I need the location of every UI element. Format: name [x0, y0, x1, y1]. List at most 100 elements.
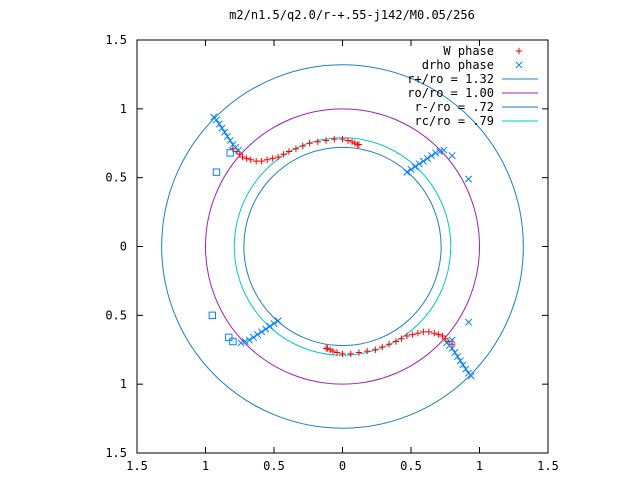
point-s1-37 — [254, 331, 262, 339]
chart-title: m2/n1.5/q2.0/r-+.55-j142/M0.05/256 — [229, 8, 475, 22]
point-s0-18 — [331, 135, 338, 143]
point-s1-21 — [464, 175, 473, 183]
point-s0-19 — [339, 135, 346, 143]
point-s1-34 — [266, 322, 274, 330]
point-s1-17 — [432, 149, 440, 157]
point-s0-31 — [425, 328, 433, 336]
point-s1-23 — [464, 369, 473, 377]
point-s0-42 — [355, 349, 363, 356]
point-s0-38 — [385, 341, 393, 348]
y-tick-label: 0.5 — [105, 308, 127, 322]
point-s0-21 — [348, 138, 356, 146]
point-s0-20 — [344, 137, 352, 144]
point-s1-9 — [234, 146, 242, 154]
legend-label: ro/ro = 1.00 — [407, 86, 494, 100]
point-s1-11 — [407, 165, 415, 173]
x-tick-label: 1.5 — [537, 459, 559, 473]
point-s1-41 — [237, 339, 245, 347]
point-s1-39 — [245, 336, 253, 344]
point-s0-34 — [409, 331, 416, 338]
y-tick-label: 0 — [120, 240, 127, 254]
point-s0-10 — [274, 153, 282, 161]
x-tick-label: 1 — [202, 459, 209, 473]
point-s0-8 — [263, 156, 271, 163]
x-tick-label: 0.5 — [263, 459, 285, 473]
point-s1-43 — [448, 336, 456, 344]
circle-0 — [161, 64, 524, 429]
point-s0-37 — [392, 338, 400, 345]
y-tick-label: 1.5 — [105, 446, 127, 460]
legend-label: rc/ro = .79 — [415, 114, 494, 128]
point-s0-24 — [355, 141, 363, 148]
point-s0-30 — [431, 330, 438, 337]
x-tick-label: 1 — [476, 459, 483, 473]
point-s1-13 — [415, 160, 423, 168]
circle-1 — [205, 108, 480, 385]
point-s2-2 — [208, 311, 217, 320]
x-tick-label: 1.5 — [126, 459, 148, 473]
point-s1-5 — [223, 132, 231, 140]
point-s0-28 — [439, 332, 446, 340]
point-s1-27 — [454, 353, 462, 361]
point-s1-14 — [419, 157, 427, 165]
point-s0-39 — [379, 343, 386, 351]
point-s1-32 — [274, 317, 282, 325]
circle-3 — [233, 137, 452, 356]
point-s0-4 — [243, 155, 250, 162]
legend-label: drho phase — [422, 58, 494, 72]
point-s0-44 — [339, 350, 346, 358]
point-s0-36 — [398, 335, 405, 342]
point-s1-3 — [218, 124, 226, 132]
point-s1-19 — [440, 146, 448, 154]
point-s0-7 — [258, 157, 265, 165]
point-s1-18 — [436, 147, 444, 156]
point-s0-3 — [239, 153, 246, 161]
point-s2-4 — [229, 337, 237, 346]
y-tick-label: 1 — [120, 102, 127, 116]
point-s0-6 — [252, 157, 260, 165]
point-s0-17 — [322, 137, 330, 144]
y-tick-label: 1 — [120, 377, 127, 391]
point-s2-1 — [212, 168, 221, 176]
circle-2 — [243, 146, 442, 347]
point-s0-11 — [280, 151, 287, 158]
point-s0-16 — [314, 138, 322, 146]
point-s1-24 — [462, 365, 470, 373]
data-points — [208, 113, 475, 380]
point-s1-6 — [226, 136, 234, 145]
point-s0-46 — [329, 347, 337, 355]
point-s0-29 — [435, 331, 442, 338]
point-s0-9 — [269, 155, 276, 162]
point-s1-15 — [423, 154, 431, 162]
x-tick-label: 0 — [339, 459, 346, 473]
point-s0-49 — [322, 345, 330, 352]
point-s0-12 — [285, 148, 293, 155]
point-s2-0 — [226, 149, 234, 157]
point-s1-12 — [411, 163, 419, 171]
point-s1-33 — [270, 320, 278, 328]
point-s1-40 — [241, 337, 249, 346]
point-s1-2 — [215, 120, 223, 128]
y-tick-label: 0.5 — [105, 171, 127, 185]
point-s1-10 — [403, 168, 411, 176]
point-s1-25 — [459, 361, 467, 369]
legend-label: W phase — [443, 44, 494, 58]
point-s0-25 — [448, 341, 456, 348]
legend-label: r-/ro = .72 — [415, 100, 494, 114]
legend-label: r+/ro = 1.32 — [407, 72, 494, 86]
point-s2-3 — [225, 333, 233, 342]
point-s0-41 — [363, 347, 371, 355]
point-s1-35 — [262, 325, 270, 333]
point-s0-15 — [306, 140, 313, 147]
legend-marker-1 — [515, 61, 523, 69]
point-s0-13 — [292, 145, 300, 152]
point-s1-42 — [464, 318, 473, 326]
point-s0-40 — [372, 346, 379, 353]
point-s1-28 — [451, 348, 459, 357]
point-s0-14 — [299, 142, 306, 150]
point-s1-38 — [249, 333, 258, 341]
point-s0-33 — [414, 330, 422, 337]
point-s1-4 — [221, 128, 229, 136]
